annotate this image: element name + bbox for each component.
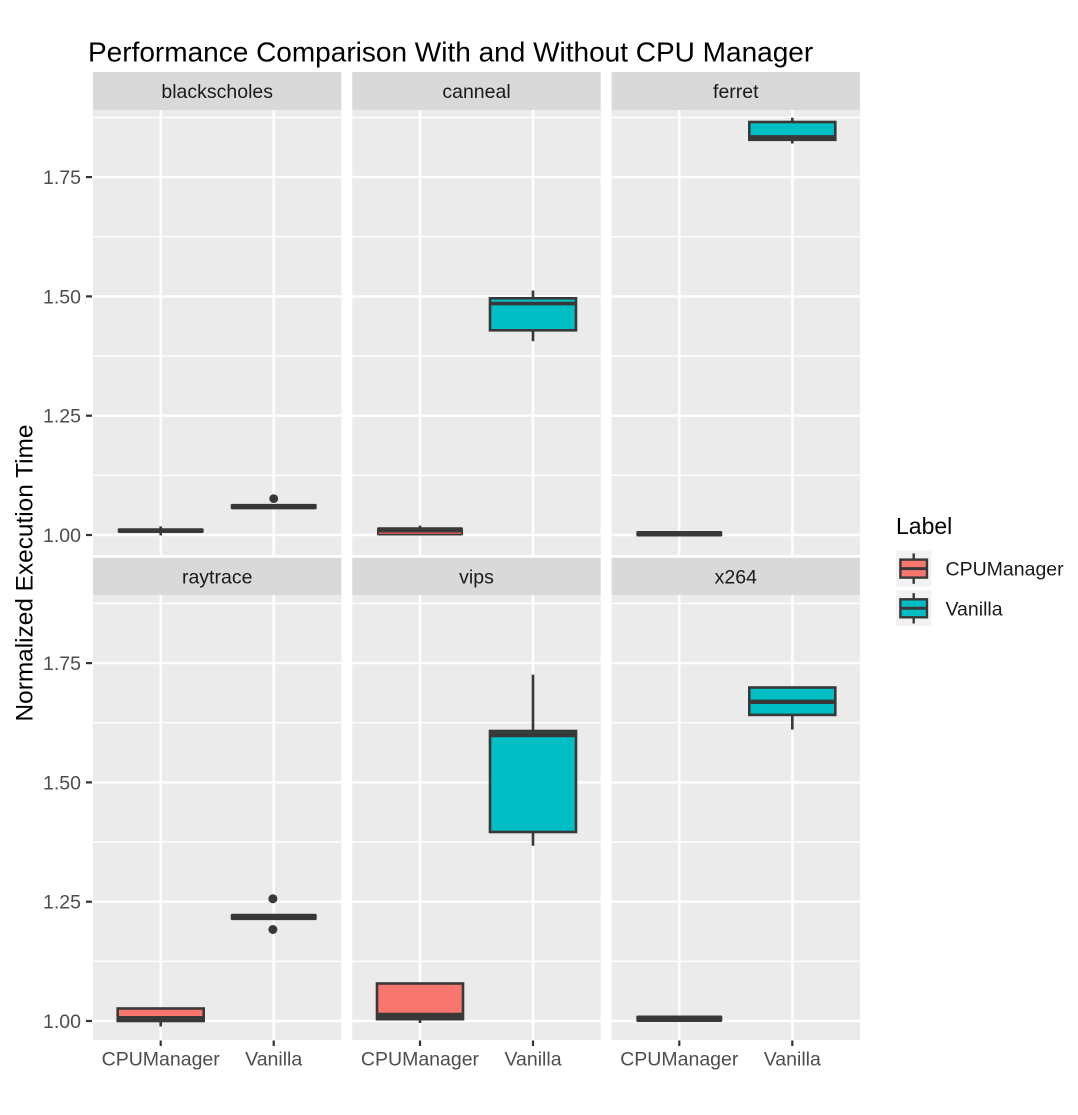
svg-text:ferret: ferret: [713, 81, 759, 103]
svg-text:CPUManager: CPUManager: [946, 559, 1065, 581]
svg-text:1.75: 1.75: [43, 167, 81, 189]
svg-text:vips: vips: [459, 567, 494, 589]
svg-text:1.50: 1.50: [43, 286, 81, 308]
svg-text:1.50: 1.50: [43, 772, 81, 794]
svg-text:CPUManager: CPUManager: [102, 1049, 221, 1071]
svg-text:1.25: 1.25: [43, 406, 81, 428]
svg-text:Label: Label: [896, 513, 952, 539]
svg-text:1.75: 1.75: [43, 653, 81, 675]
svg-text:Vanilla: Vanilla: [245, 1049, 302, 1071]
svg-text:blackscholes: blackscholes: [161, 81, 273, 103]
svg-text:CPUManager: CPUManager: [361, 1049, 480, 1071]
svg-text:canneal: canneal: [442, 81, 510, 103]
svg-text:x264: x264: [715, 567, 757, 589]
svg-text:CPUManager: CPUManager: [620, 1049, 739, 1071]
svg-text:raytrace: raytrace: [182, 567, 252, 589]
svg-text:1.25: 1.25: [43, 892, 81, 914]
svg-text:Vanilla: Vanilla: [764, 1049, 821, 1071]
svg-text:Normalized Execution Time: Normalized Execution Time: [12, 425, 39, 722]
svg-text:Performance Comparison With an: Performance Comparison With and Without …: [88, 37, 813, 68]
svg-text:1.00: 1.00: [43, 1011, 81, 1033]
svg-text:Vanilla: Vanilla: [504, 1049, 561, 1071]
svg-text:Vanilla: Vanilla: [946, 598, 1003, 620]
svg-text:1.00: 1.00: [43, 525, 81, 547]
